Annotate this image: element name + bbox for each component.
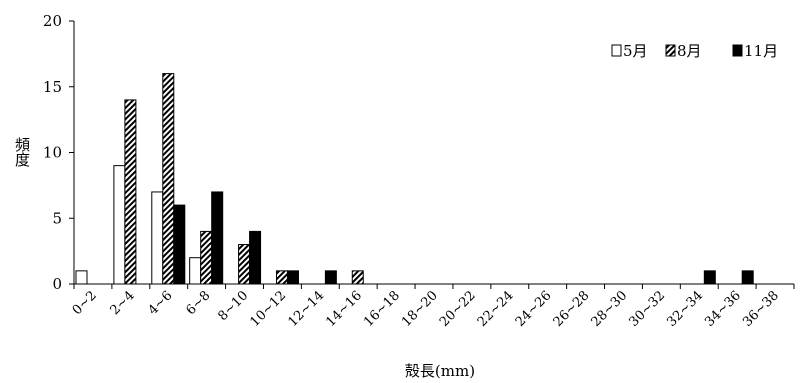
bar-2-14~16 <box>351 270 364 285</box>
bar-1-4~6 <box>151 191 164 285</box>
bar-1-0~2 <box>75 270 88 285</box>
legend-swatch-1 <box>611 44 622 57</box>
x-tick-label: 34~36 <box>702 288 744 330</box>
legend-label-1: 5月 <box>623 42 648 60</box>
x-tick-label: 8~10 <box>215 288 251 324</box>
x-tick-label: 14~16 <box>323 288 365 330</box>
x-tick-label: 6~8 <box>183 288 213 318</box>
bar-1-6~8 <box>189 257 202 285</box>
y-tick-label: 0 <box>52 275 62 293</box>
axes-layer <box>69 20 795 289</box>
bar-3-4~6 <box>173 204 186 285</box>
bar-3-10~12 <box>286 270 299 285</box>
bar-2-6~8 <box>200 230 213 285</box>
x-tick-label: 32~34 <box>664 288 706 330</box>
legend-swatch-2 <box>665 44 676 57</box>
bar-3-34~36 <box>741 270 754 285</box>
x-tick-label: 20~22 <box>437 288 479 330</box>
legend: 5月 8月 11月 <box>611 42 778 60</box>
x-tick-label: 16~18 <box>361 288 403 330</box>
y-tick-label: 15 <box>43 78 62 96</box>
bar-1-2~4 <box>113 165 126 285</box>
bar-2-2~4 <box>124 99 137 285</box>
y-axis-label: 頻度 <box>13 137 31 167</box>
bar-2-10~12 <box>275 270 288 285</box>
legend-swatch-3 <box>732 44 743 57</box>
y-tick-label: 5 <box>52 209 62 227</box>
x-tick-label: 28~30 <box>589 288 631 330</box>
x-tick-label: 24~26 <box>513 288 555 330</box>
x-tick-label: 18~20 <box>399 288 441 330</box>
y-tick-label: 10 <box>43 144 62 162</box>
x-tick-label: 10~12 <box>248 288 290 330</box>
bar-3-6~8 <box>211 191 224 285</box>
bar-3-32~34 <box>703 270 716 285</box>
y-tick-label: 20 <box>43 12 62 30</box>
x-tick-label: 4~6 <box>146 288 176 318</box>
bars-layer <box>75 73 754 285</box>
x-tick-label: 22~24 <box>475 288 517 330</box>
bar-2-4~6 <box>162 73 175 285</box>
legend-label-2: 8月 <box>677 42 702 60</box>
x-tick-label: 2~4 <box>108 288 138 318</box>
x-tick-label: 12~14 <box>285 288 327 330</box>
x-tick-label: 36~38 <box>740 288 782 330</box>
bar-3-8~10 <box>249 230 262 285</box>
legend-label-3: 11月 <box>744 42 778 60</box>
x-tick-labels: 0~2 2~4 4~6 6~8 8~1010~1212~1414~1616~1818~2… <box>70 288 782 330</box>
y-tick-labels: 0 5 10 15 20 <box>43 12 62 293</box>
bar-2-8~10 <box>238 244 251 285</box>
bar-3-12~14 <box>324 270 337 285</box>
x-tick-label: 30~32 <box>626 288 668 330</box>
x-tick-label: 0~2 <box>70 288 100 318</box>
x-tick-label: 26~28 <box>551 288 593 330</box>
x-axis-label: 殻長(mm) <box>405 362 475 380</box>
